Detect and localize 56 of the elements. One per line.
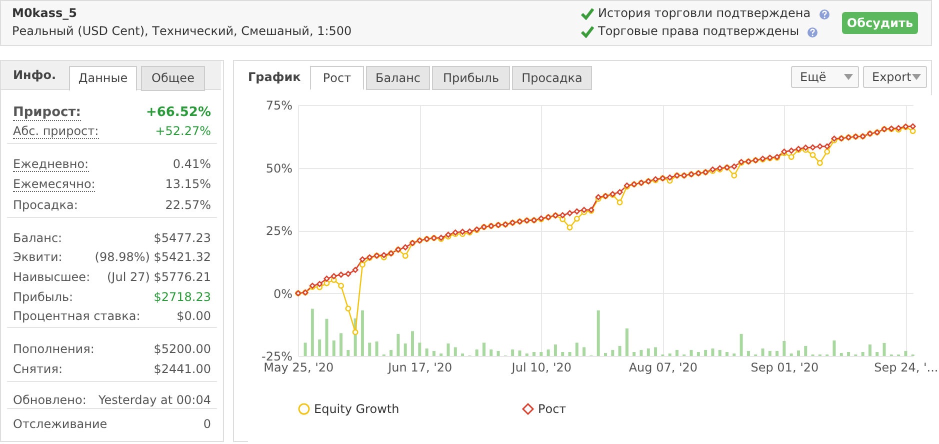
text: Баланс: (13, 231, 62, 245)
text: M0kass_5 (12, 6, 78, 20)
text: Реальный (USD Cent), Технический, Смешаный, 1:500 (12, 24, 352, 38)
y-tick-label: 25% (266, 224, 292, 238)
text: Просадка (512, 66, 592, 90)
text: Отслеживание (13, 417, 108, 431)
text: (98.98%) $5421.32 (94, 250, 211, 264)
text: Процентная ставка: (13, 309, 140, 323)
y-tick-label: 0% (273, 286, 292, 301)
x-tick-label: Jun 17, '20 (387, 360, 452, 374)
text: $2718.23 (154, 290, 211, 304)
x-tick-label: Jul 10, '20 (510, 360, 572, 374)
text: Ещё (800, 70, 826, 84)
text: Общее (141, 66, 205, 91)
text: Данные (69, 66, 137, 91)
text: Прибыль (432, 66, 510, 90)
text: (Jul 27) $5776.21 (107, 270, 211, 284)
text: $5477.23 (154, 231, 211, 245)
text: Рост (310, 66, 364, 90)
x-tick-label: Aug 07, '20 (628, 360, 698, 374)
text: Yesterday at 00:04 (98, 393, 211, 407)
text: Инфо. (13, 68, 56, 82)
text: Ежедневно: (13, 157, 89, 172)
legend-label: Рост (538, 402, 566, 416)
y-tick-label: -25% (261, 350, 292, 364)
text: Снятия: (13, 362, 62, 376)
text: $5200.00 (154, 342, 211, 356)
x-tick-label: May 25, '20 (264, 360, 334, 374)
text: Просадка: (13, 198, 78, 212)
text: Прибыль: (13, 290, 74, 304)
text: +66.52% (146, 105, 211, 120)
text: Абс. прирост: (13, 124, 99, 139)
chart-title: График (248, 70, 301, 84)
x-tick-label: Sep 24, '... (874, 360, 938, 374)
text: Прирост: (13, 105, 81, 121)
text: Эквити: (13, 250, 62, 264)
text: Торговые права подтверждены (598, 24, 800, 38)
text: Обсудить (842, 12, 918, 34)
text: История торговли подтверждена (598, 6, 811, 20)
text: 13.15% (165, 177, 211, 191)
text: Пополнения: (13, 342, 94, 356)
y-tick-label: 50% (266, 161, 292, 176)
x-tick-label: Sep 01, '20 (750, 360, 819, 374)
text: Ежемесячно: (13, 177, 96, 192)
legend-label: Equity Growth (314, 402, 400, 416)
text: 22.57% (165, 198, 211, 212)
text: +52.27% (155, 124, 211, 138)
text: Обновлено: (13, 393, 86, 407)
text: Баланс (366, 66, 430, 90)
text: 0.41% (172, 157, 211, 171)
text: $2441.00 (154, 362, 211, 376)
text: Наивысшее: (13, 270, 90, 284)
text: $0.00 (176, 309, 211, 323)
text: Export (872, 70, 912, 84)
text: 0 (203, 417, 211, 431)
y-tick-label: 75% (266, 98, 292, 112)
